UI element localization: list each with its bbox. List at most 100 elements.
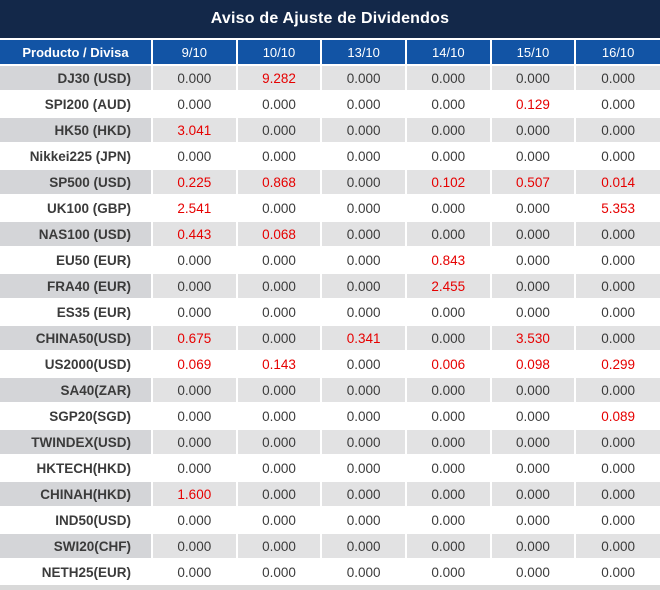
value-cell: 0.000: [235, 272, 323, 300]
value-cell: 0.000: [151, 246, 238, 274]
table-row: HK50 (HKD) 3.041 0.000 0.000 0.000 0.000 0.000: [0, 116, 660, 144]
title-row: Aviso de Ajuste de Dividendos: [0, 0, 660, 40]
value-cell: 0.000: [489, 428, 577, 456]
value-cell: 0.000: [320, 428, 407, 456]
value-cell: 0.000: [320, 168, 407, 196]
table-row: HKTECH(HKD) 0.000 0.000 0.000 0.000 0.000 0.00…: [0, 454, 660, 482]
value-cell: 0.299: [574, 350, 660, 378]
value-cell: 0.000: [489, 142, 577, 170]
header-row: Producto / Divisa 9/10 10/10 13/10 14/10 15/1…: [0, 38, 660, 66]
value-cell: 3.530: [489, 324, 577, 352]
value-cell: 2.455: [404, 272, 492, 300]
value-cell: 0.000: [151, 142, 238, 170]
value-cell: 0.000: [489, 116, 577, 144]
table-row: NETH25(EUR) 0.000 0.000 0.000 0.000 0.000 0.00…: [0, 558, 660, 586]
table-row: NAS100 (USD) 0.443 0.068 0.000 0.000 0.000 0.0…: [0, 220, 660, 248]
value-cell: 0.000: [151, 90, 238, 118]
value-cell: 0.000: [489, 376, 577, 404]
value-cell: 0.000: [574, 90, 660, 118]
table-body: DJ30 (USD) 0.000 9.282 0.000 0.000 0.000 0.000…: [0, 64, 660, 586]
value-cell: 0.000: [489, 532, 577, 560]
value-cell: 0.098: [489, 350, 577, 378]
value-cell: 0.102: [404, 168, 492, 196]
value-cell: 0.000: [404, 402, 492, 430]
value-cell: 0.129: [489, 90, 577, 118]
date-header: 9/10: [151, 38, 238, 66]
value-cell: 0.000: [235, 558, 323, 586]
value-cell: 0.000: [151, 64, 238, 92]
value-cell: 0.000: [235, 506, 323, 534]
table-row: ES35 (EUR) 0.000 0.000 0.000 0.000 0.000 0.000: [0, 298, 660, 326]
value-cell: 0.000: [320, 480, 407, 508]
value-cell: 0.143: [235, 350, 323, 378]
product-cell: FRA40 (EUR): [0, 272, 153, 300]
value-cell: 0.000: [574, 142, 660, 170]
product-cell: SA40(ZAR): [0, 376, 153, 404]
value-cell: 0.000: [489, 272, 577, 300]
value-cell: 0.000: [489, 558, 577, 586]
value-cell: 0.000: [404, 64, 492, 92]
value-cell: 0.000: [235, 324, 323, 352]
value-cell: 0.000: [235, 532, 323, 560]
date-header: 15/10: [489, 38, 577, 66]
value-cell: 0.000: [574, 272, 660, 300]
value-cell: 0.000: [320, 532, 407, 560]
table-row: SWI20(CHF) 0.000 0.000 0.000 0.000 0.000 0.000: [0, 532, 660, 560]
value-cell: 0.000: [489, 220, 577, 248]
value-cell: 0.000: [489, 480, 577, 508]
value-cell: 0.000: [235, 116, 323, 144]
value-cell: 0.000: [574, 298, 660, 326]
date-header: 16/10: [574, 38, 660, 66]
value-cell: 0.000: [320, 90, 407, 118]
value-cell: 0.443: [151, 220, 238, 248]
product-cell: EU50 (EUR): [0, 246, 153, 274]
value-cell: 0.000: [320, 298, 407, 326]
table-row: FRA40 (EUR) 0.000 0.000 0.000 2.455 0.000 0.00…: [0, 272, 660, 300]
value-cell: 0.000: [320, 272, 407, 300]
value-cell: 0.000: [404, 116, 492, 144]
value-cell: 0.000: [320, 454, 407, 482]
table-row: SP500 (USD) 0.225 0.868 0.000 0.102 0.507 0.01…: [0, 168, 660, 196]
value-cell: 0.000: [574, 454, 660, 482]
value-cell: 0.014: [574, 168, 660, 196]
product-cell: DJ30 (USD): [0, 64, 153, 92]
value-cell: 0.000: [404, 194, 492, 222]
value-cell: 0.000: [235, 298, 323, 326]
table-row: CHINA50(USD) 0.675 0.000 0.341 0.000 3.530 0.0…: [0, 324, 660, 352]
value-cell: 0.000: [404, 298, 492, 326]
table-row: SA40(ZAR) 0.000 0.000 0.000 0.000 0.000 0.000: [0, 376, 660, 404]
value-cell: 0.000: [489, 454, 577, 482]
table-row: EU50 (EUR) 0.000 0.000 0.000 0.843 0.000 0.000: [0, 246, 660, 274]
value-cell: 0.000: [404, 220, 492, 248]
value-cell: 0.000: [574, 428, 660, 456]
value-cell: 0.000: [151, 532, 238, 560]
table-row: IND50(USD) 0.000 0.000 0.000 0.000 0.000 0.000: [0, 506, 660, 534]
product-divisa-header: Producto / Divisa: [0, 38, 153, 66]
value-cell: 0.843: [404, 246, 492, 274]
value-cell: 0.006: [404, 350, 492, 378]
value-cell: 0.000: [235, 376, 323, 404]
value-cell: 0.000: [320, 376, 407, 404]
value-cell: 0.000: [235, 246, 323, 274]
value-cell: 2.541: [151, 194, 238, 222]
value-cell: 0.000: [404, 532, 492, 560]
value-cell: 0.069: [151, 350, 238, 378]
value-cell: 5.353: [574, 194, 660, 222]
value-cell: 0.000: [151, 298, 238, 326]
value-cell: 0.000: [489, 402, 577, 430]
value-cell: 0.000: [574, 558, 660, 586]
value-cell: 0.000: [404, 428, 492, 456]
table-row: US2000(USD) 0.069 0.143 0.000 0.006 0.098 0.29…: [0, 350, 660, 378]
value-cell: 0.000: [320, 220, 407, 248]
value-cell: 0.000: [489, 246, 577, 274]
value-cell: 0.089: [574, 402, 660, 430]
value-cell: 0.000: [235, 428, 323, 456]
value-cell: 0.000: [235, 90, 323, 118]
value-cell: 0.000: [320, 506, 407, 534]
value-cell: 0.000: [404, 480, 492, 508]
value-cell: 0.000: [320, 142, 407, 170]
value-cell: 0.000: [404, 142, 492, 170]
value-cell: 0.000: [574, 376, 660, 404]
product-cell: TWINDEX(USD): [0, 428, 153, 456]
value-cell: 0.000: [489, 298, 577, 326]
